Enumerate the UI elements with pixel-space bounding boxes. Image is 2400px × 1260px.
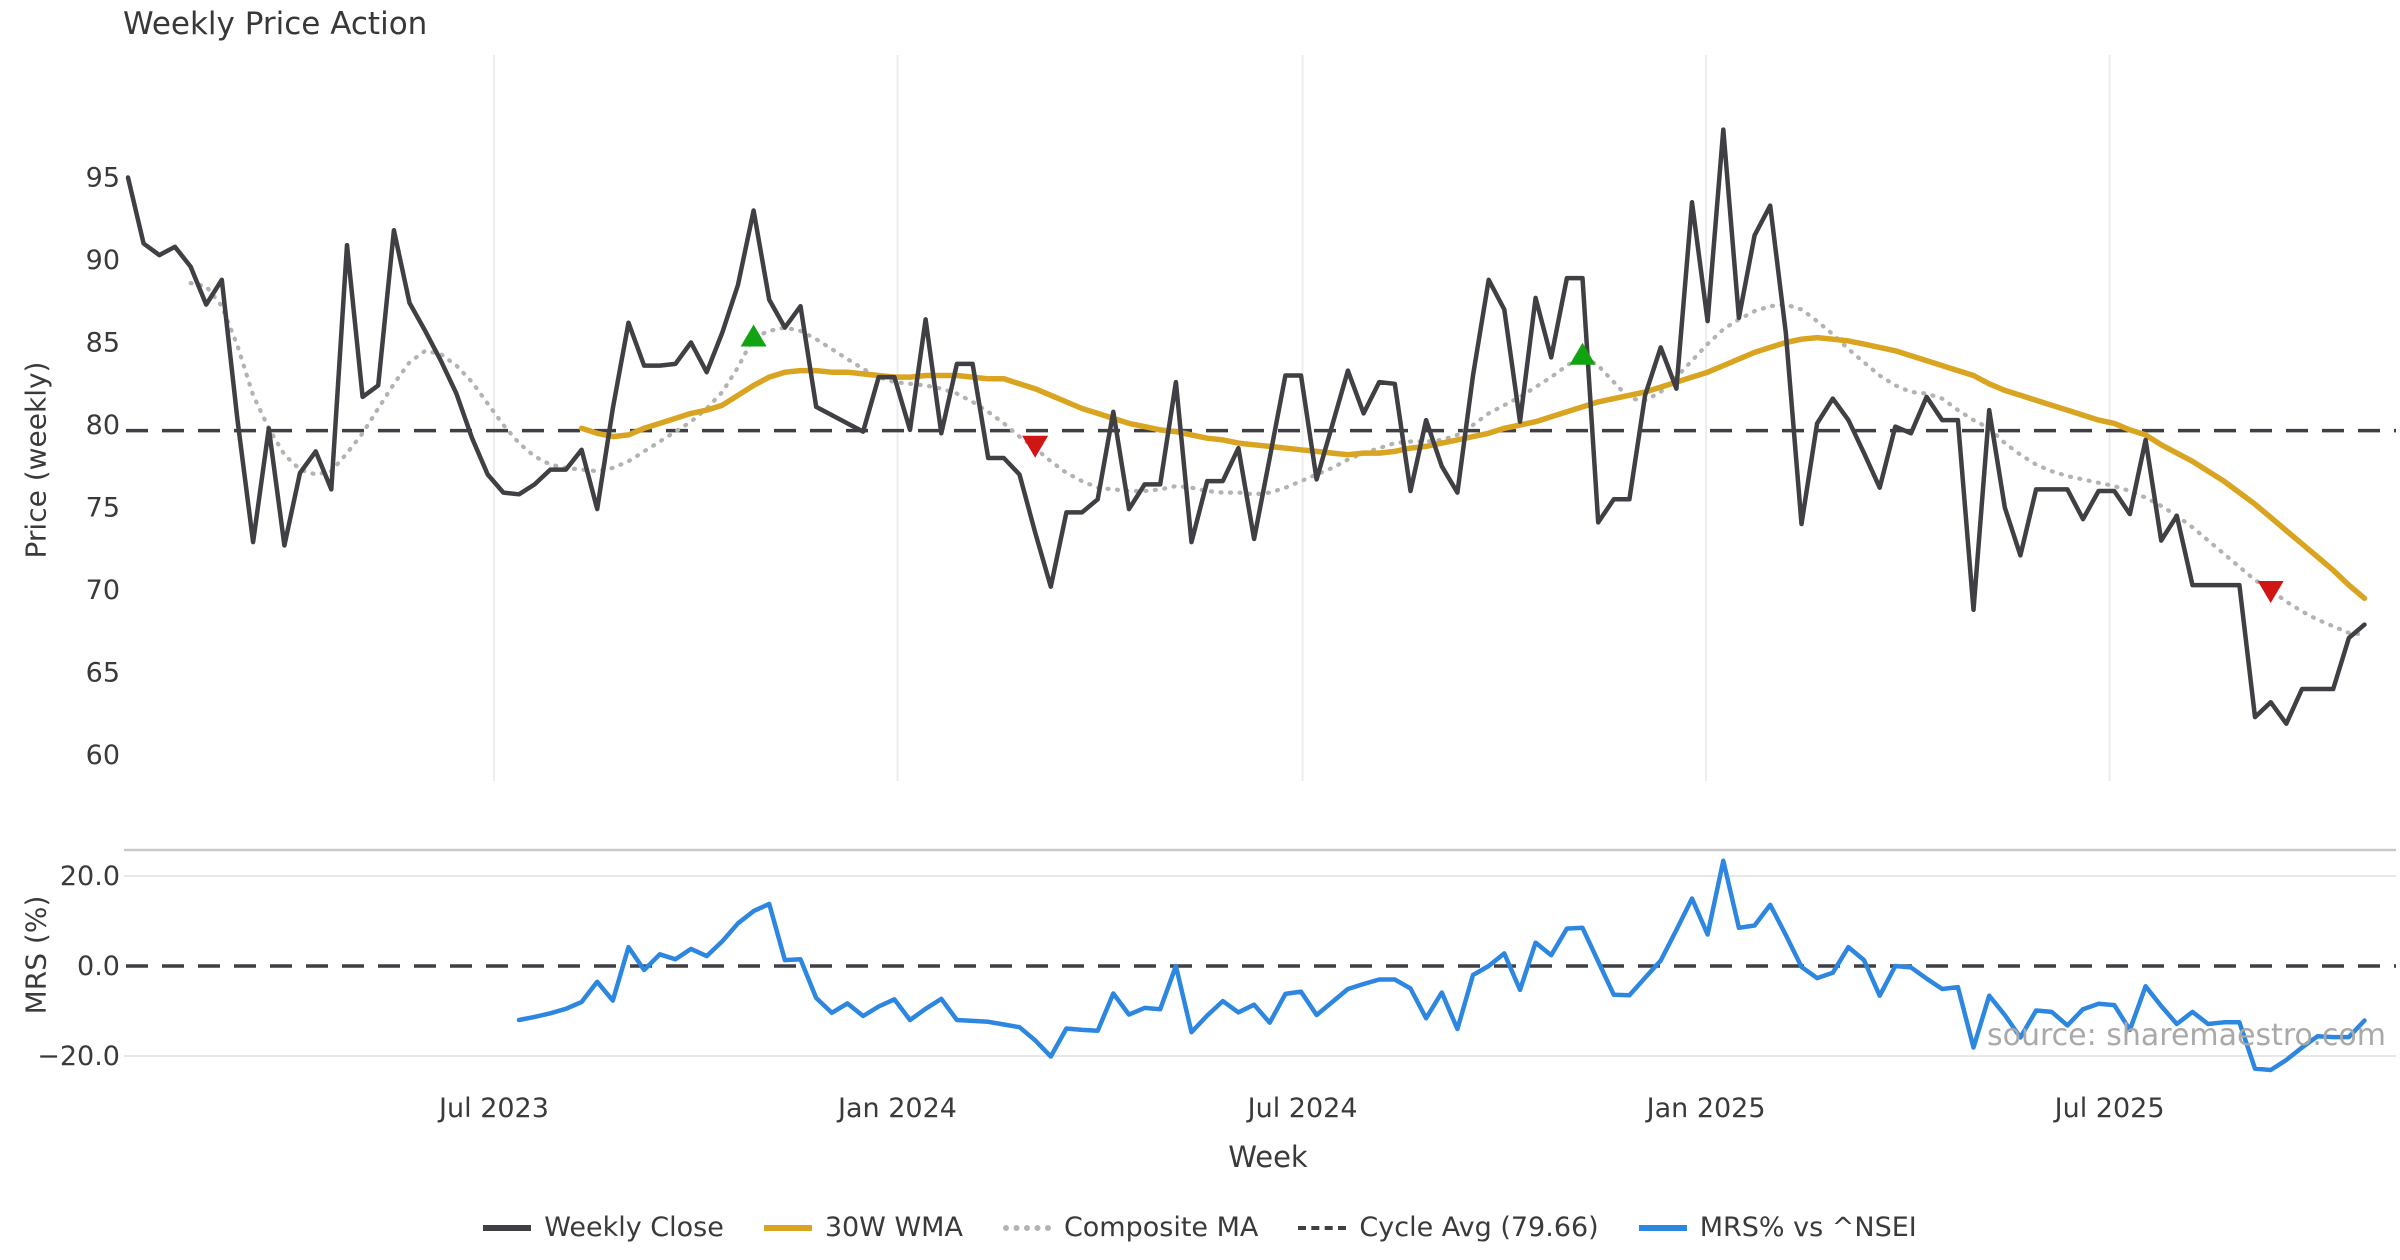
mrs-axis-title: MRS (%) xyxy=(19,895,53,1015)
price-ytick-label: 70 xyxy=(86,575,120,606)
price-ytick-label: 95 xyxy=(86,163,120,194)
mrs-line xyxy=(516,858,2367,1073)
legend-swatch-icon xyxy=(483,1224,532,1231)
buy-marker-icon xyxy=(1569,342,1596,365)
buy-marker-icon xyxy=(740,324,767,347)
legend-label: 30W WMA xyxy=(824,1212,963,1243)
xtick-label: Jan 2024 xyxy=(836,1093,957,1124)
composite-ma-line xyxy=(188,281,2367,637)
price-axis-title: Price (weekly) xyxy=(19,361,53,559)
xtick-label: Jan 2025 xyxy=(1645,1093,1766,1124)
x-axis-title: Week xyxy=(1228,1140,1308,1174)
legend-item-mrs-vs-nsei: MRS% vs ^NSEI xyxy=(1638,1212,1917,1243)
legend-label: Cycle Avg (79.66) xyxy=(1359,1212,1599,1243)
xtick-label: Jul 2024 xyxy=(1246,1093,1358,1124)
mrs-ytick-label: −20.0 xyxy=(37,1041,120,1072)
legend-swatch-icon xyxy=(763,1224,812,1231)
price-ytick-label: 80 xyxy=(86,410,120,441)
legend-label: Weekly Close xyxy=(544,1212,724,1243)
legend-item-composite-ma: Composite MA xyxy=(1002,1212,1259,1243)
legend-label: Composite MA xyxy=(1063,1212,1259,1243)
legend-item-30w-wma: 30W WMA xyxy=(763,1212,963,1243)
sell-marker-icon xyxy=(1022,435,1049,458)
weekly-close-line xyxy=(125,127,2367,726)
price-ytick-label: 75 xyxy=(86,493,120,524)
legend-item-cycle-avg-79-66: Cycle Avg (79.66) xyxy=(1298,1212,1599,1243)
legend: Weekly Close 30W WMA Composite MA Cycle Avg… xyxy=(0,1212,2400,1243)
legend-swatch-icon xyxy=(1298,1225,1347,1230)
legend-swatch-icon xyxy=(1638,1224,1687,1231)
xtick-label: Jul 2023 xyxy=(437,1093,549,1124)
xtick-label: Jul 2025 xyxy=(2053,1093,2165,1124)
watermark: source: sharemaestro.com xyxy=(1987,1018,2386,1053)
legend-item-weekly-close: Weekly Close xyxy=(483,1212,724,1243)
price-ytick-label: 90 xyxy=(86,245,120,276)
sell-marker-icon xyxy=(2257,581,2284,603)
chart-title: Weekly Price Action xyxy=(123,6,428,42)
price-ytick-label: 65 xyxy=(86,658,120,689)
mrs-ytick-label: 0.0 xyxy=(77,951,120,982)
price-ytick-label: 85 xyxy=(86,328,120,359)
legend-label: MRS% vs ^NSEI xyxy=(1699,1212,1917,1243)
mrs-ytick-label: 20.0 xyxy=(60,861,120,892)
legend-swatch-icon xyxy=(1002,1224,1051,1231)
price-ytick-label: 60 xyxy=(86,740,120,771)
